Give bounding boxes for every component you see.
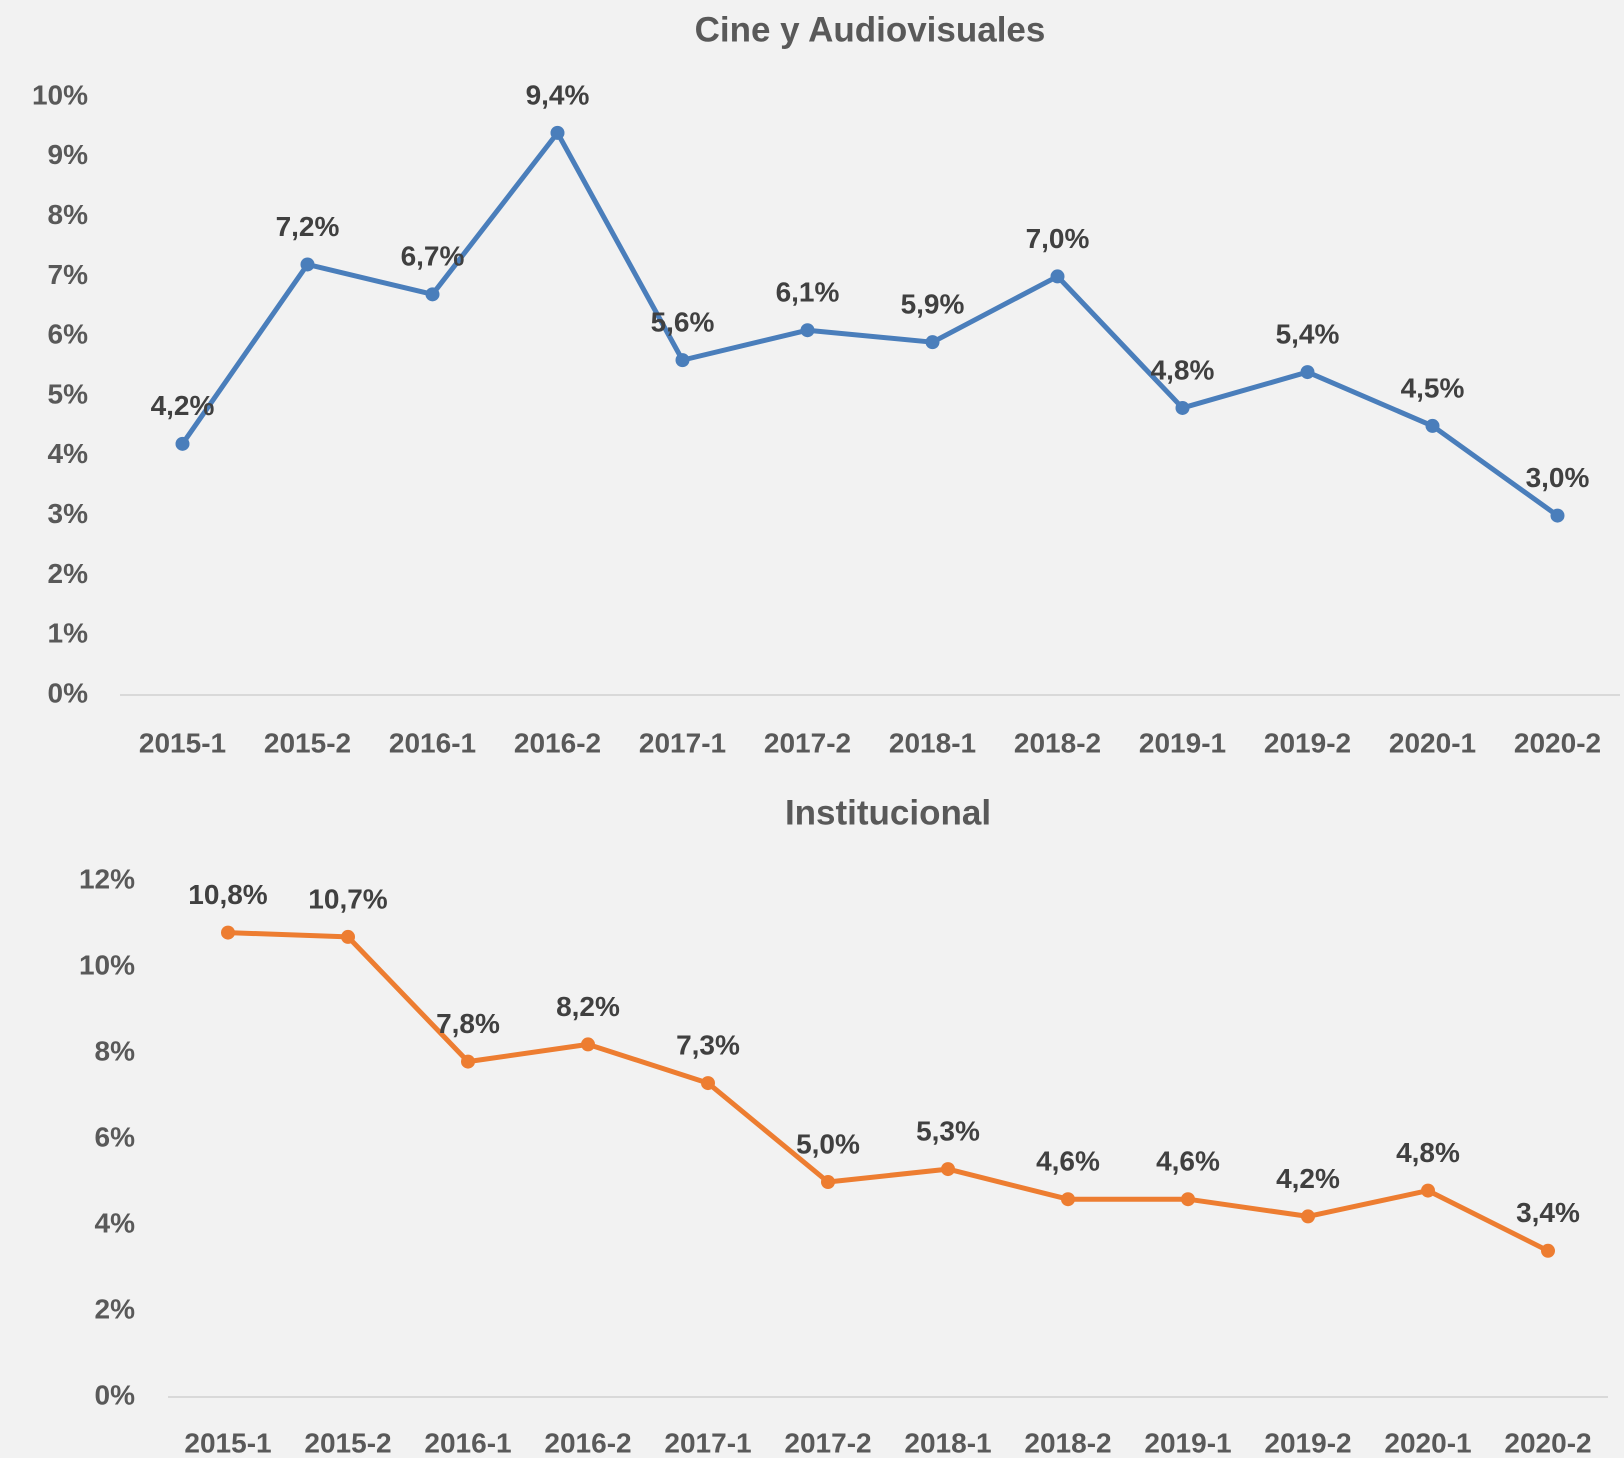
- y-tick-label: 6%: [48, 319, 89, 350]
- marker: [1175, 400, 1190, 415]
- x-tick-label: 2019-1: [1139, 727, 1226, 758]
- y-tick-label: 2%: [48, 558, 89, 589]
- x-tick-label: 2017-1: [664, 1427, 751, 1458]
- x-tick-label: 2019-2: [1264, 1427, 1351, 1458]
- marker: [800, 323, 815, 338]
- data-label: 7,0%: [1026, 223, 1090, 254]
- series-line: [180, 130, 1559, 518]
- data-label: 4,6%: [1156, 1146, 1220, 1177]
- x-tick-label: 2015-1: [139, 727, 226, 758]
- marker: [221, 925, 235, 940]
- data-label: 10,7%: [308, 883, 387, 914]
- x-tick-label: 2020-2: [1504, 1427, 1591, 1458]
- marker: [1421, 1183, 1435, 1198]
- y-tick-label: 10%: [79, 949, 135, 980]
- marker: [941, 1162, 955, 1177]
- x-tick-label: 2017-2: [764, 727, 851, 758]
- marker: [425, 287, 440, 302]
- data-label: 4,5%: [1401, 372, 1465, 403]
- data-label: 4,2%: [151, 390, 215, 421]
- chart-title: Institucional: [785, 793, 991, 832]
- x-tick-label: 2017-2: [784, 1427, 871, 1458]
- data-label: 6,7%: [401, 241, 465, 272]
- marker: [675, 353, 690, 368]
- series-line: [227, 930, 1550, 1254]
- data-label: 3,0%: [1526, 462, 1590, 493]
- x-tick-label: 2019-2: [1264, 727, 1351, 758]
- marker: [341, 929, 355, 944]
- data-label: 5,4%: [1276, 318, 1340, 349]
- data-label: 5,3%: [916, 1115, 980, 1146]
- data-label: 10,8%: [188, 879, 267, 910]
- data-label: 4,6%: [1036, 1146, 1100, 1177]
- x-tick-label: 2020-2: [1514, 727, 1601, 758]
- marker: [1300, 365, 1315, 380]
- data-label: 7,8%: [436, 1008, 500, 1039]
- y-tick-label: 12%: [79, 863, 135, 894]
- marker: [701, 1076, 715, 1091]
- data-label: 4,8%: [1151, 354, 1215, 385]
- data-label: 7,3%: [676, 1029, 740, 1060]
- marker: [1181, 1192, 1195, 1207]
- x-tick-label: 2015-2: [264, 727, 351, 758]
- y-tick-label: 3%: [48, 498, 89, 529]
- marker: [925, 335, 940, 350]
- y-tick-label: 4%: [95, 1207, 136, 1238]
- x-tick-label: 2020-1: [1389, 727, 1476, 758]
- x-tick-label: 2016-1: [424, 1427, 511, 1458]
- marker: [1050, 269, 1065, 284]
- y-tick-label: 2%: [95, 1293, 136, 1324]
- y-tick-label: 9%: [48, 139, 89, 170]
- marker: [300, 257, 315, 272]
- y-tick-label: 0%: [48, 677, 89, 708]
- data-label: 5,0%: [796, 1128, 860, 1159]
- x-tick-label: 2020-1: [1384, 1427, 1471, 1458]
- x-tick-label: 2018-2: [1014, 727, 1101, 758]
- data-label: 4,2%: [1276, 1163, 1340, 1194]
- marker: [461, 1054, 475, 1069]
- data-label: 4,8%: [1396, 1137, 1460, 1168]
- data-label: 3,4%: [1516, 1197, 1580, 1228]
- y-tick-label: 1%: [48, 618, 89, 649]
- y-tick-label: 10%: [32, 79, 88, 110]
- x-tick-label: 2016-1: [389, 727, 476, 758]
- y-tick-label: 4%: [48, 438, 89, 469]
- marker: [581, 1037, 595, 1052]
- x-tick-label: 2019-1: [1144, 1427, 1231, 1458]
- y-tick-label: 8%: [95, 1035, 136, 1066]
- x-tick-label: 2017-1: [639, 727, 726, 758]
- y-tick-label: 8%: [48, 199, 89, 230]
- marker: [1061, 1192, 1075, 1207]
- y-tick-label: 5%: [48, 378, 89, 409]
- marker: [175, 436, 190, 451]
- y-tick-label: 0%: [95, 1379, 136, 1410]
- marker: [821, 1175, 835, 1189]
- marker: [1425, 418, 1440, 433]
- x-tick-label: 2016-2: [544, 1427, 631, 1458]
- data-label: 8,2%: [556, 991, 620, 1022]
- data-label: 7,2%: [276, 211, 340, 242]
- x-tick-label: 2015-2: [304, 1427, 391, 1458]
- data-label: 6,1%: [776, 277, 840, 308]
- x-tick-label: 2018-1: [889, 727, 976, 758]
- data-label: 5,9%: [901, 289, 965, 320]
- x-tick-label: 2015-1: [184, 1427, 271, 1458]
- marker: [1301, 1209, 1315, 1224]
- x-tick-label: 2018-2: [1024, 1427, 1111, 1458]
- x-tick-label: 2016-2: [514, 727, 601, 758]
- marker: [550, 125, 565, 140]
- y-tick-label: 6%: [95, 1121, 136, 1152]
- data-label: 9,4%: [526, 79, 590, 110]
- y-tick-label: 7%: [48, 259, 89, 290]
- data-label: 5,6%: [651, 307, 715, 338]
- chart-title: Cine y Audiovisuales: [695, 10, 1046, 49]
- marker: [1550, 508, 1565, 523]
- marker: [1541, 1243, 1555, 1258]
- x-tick-label: 2018-1: [904, 1427, 991, 1458]
